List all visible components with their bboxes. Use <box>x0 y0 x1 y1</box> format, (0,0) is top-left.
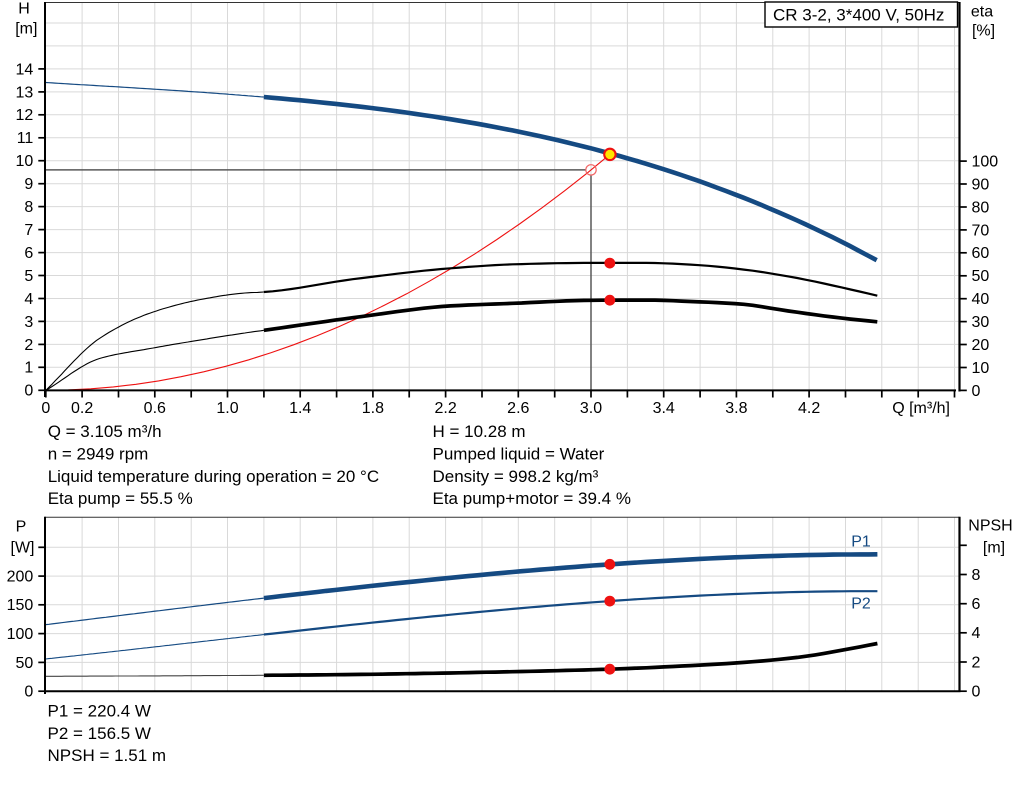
svg-text:0: 0 <box>972 383 981 400</box>
svg-text:4: 4 <box>972 625 981 642</box>
svg-text:4.2: 4.2 <box>798 400 820 417</box>
svg-text:12: 12 <box>16 107 34 124</box>
svg-text:NPSH: NPSH <box>968 518 1012 535</box>
svg-text:2.6: 2.6 <box>507 400 529 417</box>
svg-text:50: 50 <box>16 655 34 672</box>
svg-text:6: 6 <box>24 245 33 262</box>
svg-text:Density = 998.2 kg/m³: Density = 998.2 kg/m³ <box>433 467 599 486</box>
svg-text:40: 40 <box>972 291 990 308</box>
svg-text:14: 14 <box>16 61 34 78</box>
svg-text:2: 2 <box>972 654 981 671</box>
svg-text:80: 80 <box>972 199 990 216</box>
svg-text:[m]: [m] <box>15 21 37 38</box>
svg-text:Pumped liquid = Water: Pumped liquid = Water <box>433 445 605 464</box>
svg-text:3.8: 3.8 <box>725 400 747 417</box>
svg-text:0: 0 <box>41 400 50 417</box>
svg-text:3.0: 3.0 <box>580 400 602 417</box>
svg-text:0: 0 <box>972 684 981 701</box>
svg-text:9: 9 <box>24 176 33 193</box>
svg-text:60: 60 <box>972 245 990 262</box>
svg-text:n = 2949 rpm: n = 2949 rpm <box>48 445 149 464</box>
svg-text:20: 20 <box>972 337 990 354</box>
svg-text:2.2: 2.2 <box>434 400 456 417</box>
svg-text:P2 = 156.5 W: P2 = 156.5 W <box>48 724 151 743</box>
svg-text:4: 4 <box>24 291 33 308</box>
svg-text:150: 150 <box>7 597 34 614</box>
svg-text:[%]: [%] <box>972 23 995 40</box>
svg-text:CR 3-2, 3*400 V, 50Hz: CR 3-2, 3*400 V, 50Hz <box>773 6 944 25</box>
svg-text:P: P <box>16 519 27 536</box>
svg-text:8: 8 <box>972 567 981 584</box>
svg-text:[W]: [W] <box>11 540 35 557</box>
svg-text:2: 2 <box>24 337 33 354</box>
svg-text:3: 3 <box>24 314 33 331</box>
svg-text:0: 0 <box>24 383 33 400</box>
svg-text:0.6: 0.6 <box>144 400 166 417</box>
svg-text:1.0: 1.0 <box>216 400 238 417</box>
svg-text:P1 = 220.4 W: P1 = 220.4 W <box>48 702 151 721</box>
svg-text:50: 50 <box>972 268 990 285</box>
svg-text:70: 70 <box>972 222 990 239</box>
svg-text:H = 10.28 m: H = 10.28 m <box>433 422 526 441</box>
svg-text:Eta pump = 55.5 %: Eta pump = 55.5 % <box>48 489 193 508</box>
svg-text:10: 10 <box>972 360 990 377</box>
svg-text:30: 30 <box>972 314 990 331</box>
svg-text:[m]: [m] <box>983 540 1005 557</box>
svg-text:Q [m³/h]: Q [m³/h] <box>892 400 950 417</box>
svg-text:NPSH = 1.51 m: NPSH = 1.51 m <box>48 746 167 765</box>
svg-text:1: 1 <box>24 360 33 377</box>
svg-text:100: 100 <box>7 626 34 643</box>
svg-text:H: H <box>18 1 30 18</box>
svg-text:Q = 3.105 m³/h: Q = 3.105 m³/h <box>48 422 162 441</box>
svg-text:8: 8 <box>24 199 33 216</box>
svg-text:7: 7 <box>24 222 33 239</box>
svg-text:11: 11 <box>17 130 34 147</box>
svg-text:100: 100 <box>972 154 999 171</box>
svg-text:0: 0 <box>24 684 33 701</box>
svg-text:0.2: 0.2 <box>71 400 93 417</box>
svg-text:Eta pump+motor = 39.4 %: Eta pump+motor = 39.4 % <box>433 489 631 508</box>
svg-text:eta: eta <box>971 4 993 21</box>
svg-text:90: 90 <box>972 176 990 193</box>
svg-text:200: 200 <box>7 569 34 586</box>
svg-text:P2: P2 <box>851 596 871 613</box>
svg-text:5: 5 <box>24 268 33 285</box>
svg-text:Liquid temperature during oper: Liquid temperature during operation = 20… <box>48 467 379 486</box>
svg-text:P1: P1 <box>851 534 871 551</box>
svg-text:10: 10 <box>16 153 34 170</box>
svg-text:1.8: 1.8 <box>362 400 384 417</box>
svg-text:13: 13 <box>16 84 34 101</box>
svg-text:6: 6 <box>972 596 981 613</box>
svg-text:1.4: 1.4 <box>289 400 311 417</box>
svg-text:3.4: 3.4 <box>653 400 675 417</box>
